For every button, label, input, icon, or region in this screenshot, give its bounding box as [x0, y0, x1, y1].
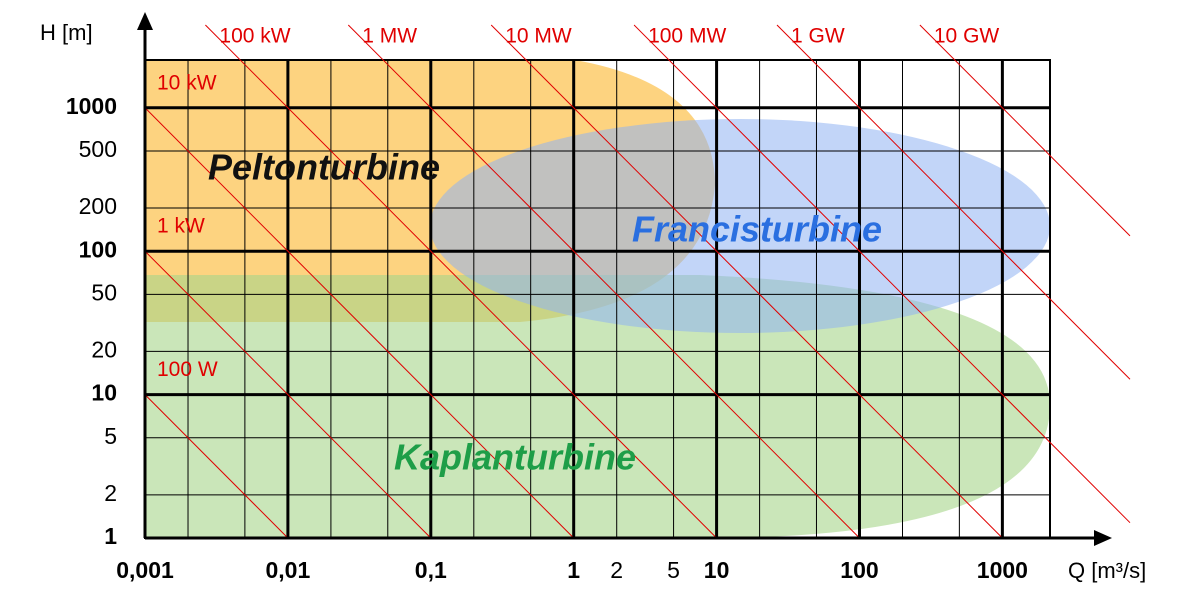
francis-region: [430, 119, 1050, 333]
power-label: 10 GW: [934, 25, 1000, 48]
region-label: Kaplanturbine: [394, 437, 636, 478]
power-line: [144, 107, 575, 539]
y-tick-label: 10: [91, 380, 117, 406]
power-line: [144, 394, 289, 539]
y-tick-label: 100: [79, 236, 117, 262]
power-line: [633, 24, 1131, 524]
power-label: 100 kW: [219, 25, 290, 48]
x-arrow: [1094, 530, 1112, 546]
region-label: Peltonturbine: [208, 147, 440, 188]
y-tick-label: 200: [79, 193, 117, 219]
power-line: [144, 250, 432, 539]
x-tick-label: 1000: [977, 557, 1028, 583]
x-tick-label: 2: [610, 557, 623, 583]
power-label: 100 W: [157, 358, 218, 381]
x-tick-label: 5: [667, 557, 680, 583]
x-axis-title: Q [m³/s]: [1068, 558, 1146, 583]
power-line: [205, 24, 717, 539]
y-tick-label: 50: [91, 279, 117, 305]
x-tick-label: 0,01: [266, 557, 311, 583]
region-label: Francisturbine: [632, 209, 882, 250]
power-line: [347, 24, 860, 539]
x-tick-label: 10: [704, 557, 730, 583]
y-tick-label: 5: [104, 423, 117, 449]
power-label: 10 kW: [157, 71, 217, 94]
x-tick-label: 0,001: [116, 557, 174, 583]
y-tick-label: 1: [104, 523, 117, 549]
y-tick-label: 20: [91, 337, 117, 363]
power-label: 100 MW: [648, 25, 726, 48]
x-tick-label: 1: [567, 557, 580, 583]
y-tick-label: 500: [79, 136, 117, 162]
y-arrow: [137, 12, 153, 30]
power-label: 1 kW: [157, 215, 205, 238]
y-tick-label: 1000: [66, 93, 117, 119]
y-tick-label: 2: [104, 480, 117, 506]
kaplan-region: [145, 275, 1050, 538]
x-tick-label: 100: [840, 557, 878, 583]
power-line: [490, 24, 1003, 539]
power-label: 10 MW: [505, 25, 572, 48]
power-label: 1 MW: [362, 25, 417, 48]
power-line: [776, 24, 1131, 380]
x-tick-label: 0,1: [415, 557, 447, 583]
y-axis-title: H [m]: [40, 20, 93, 45]
power-label: 1 GW: [791, 25, 845, 48]
power-line: [919, 24, 1131, 237]
